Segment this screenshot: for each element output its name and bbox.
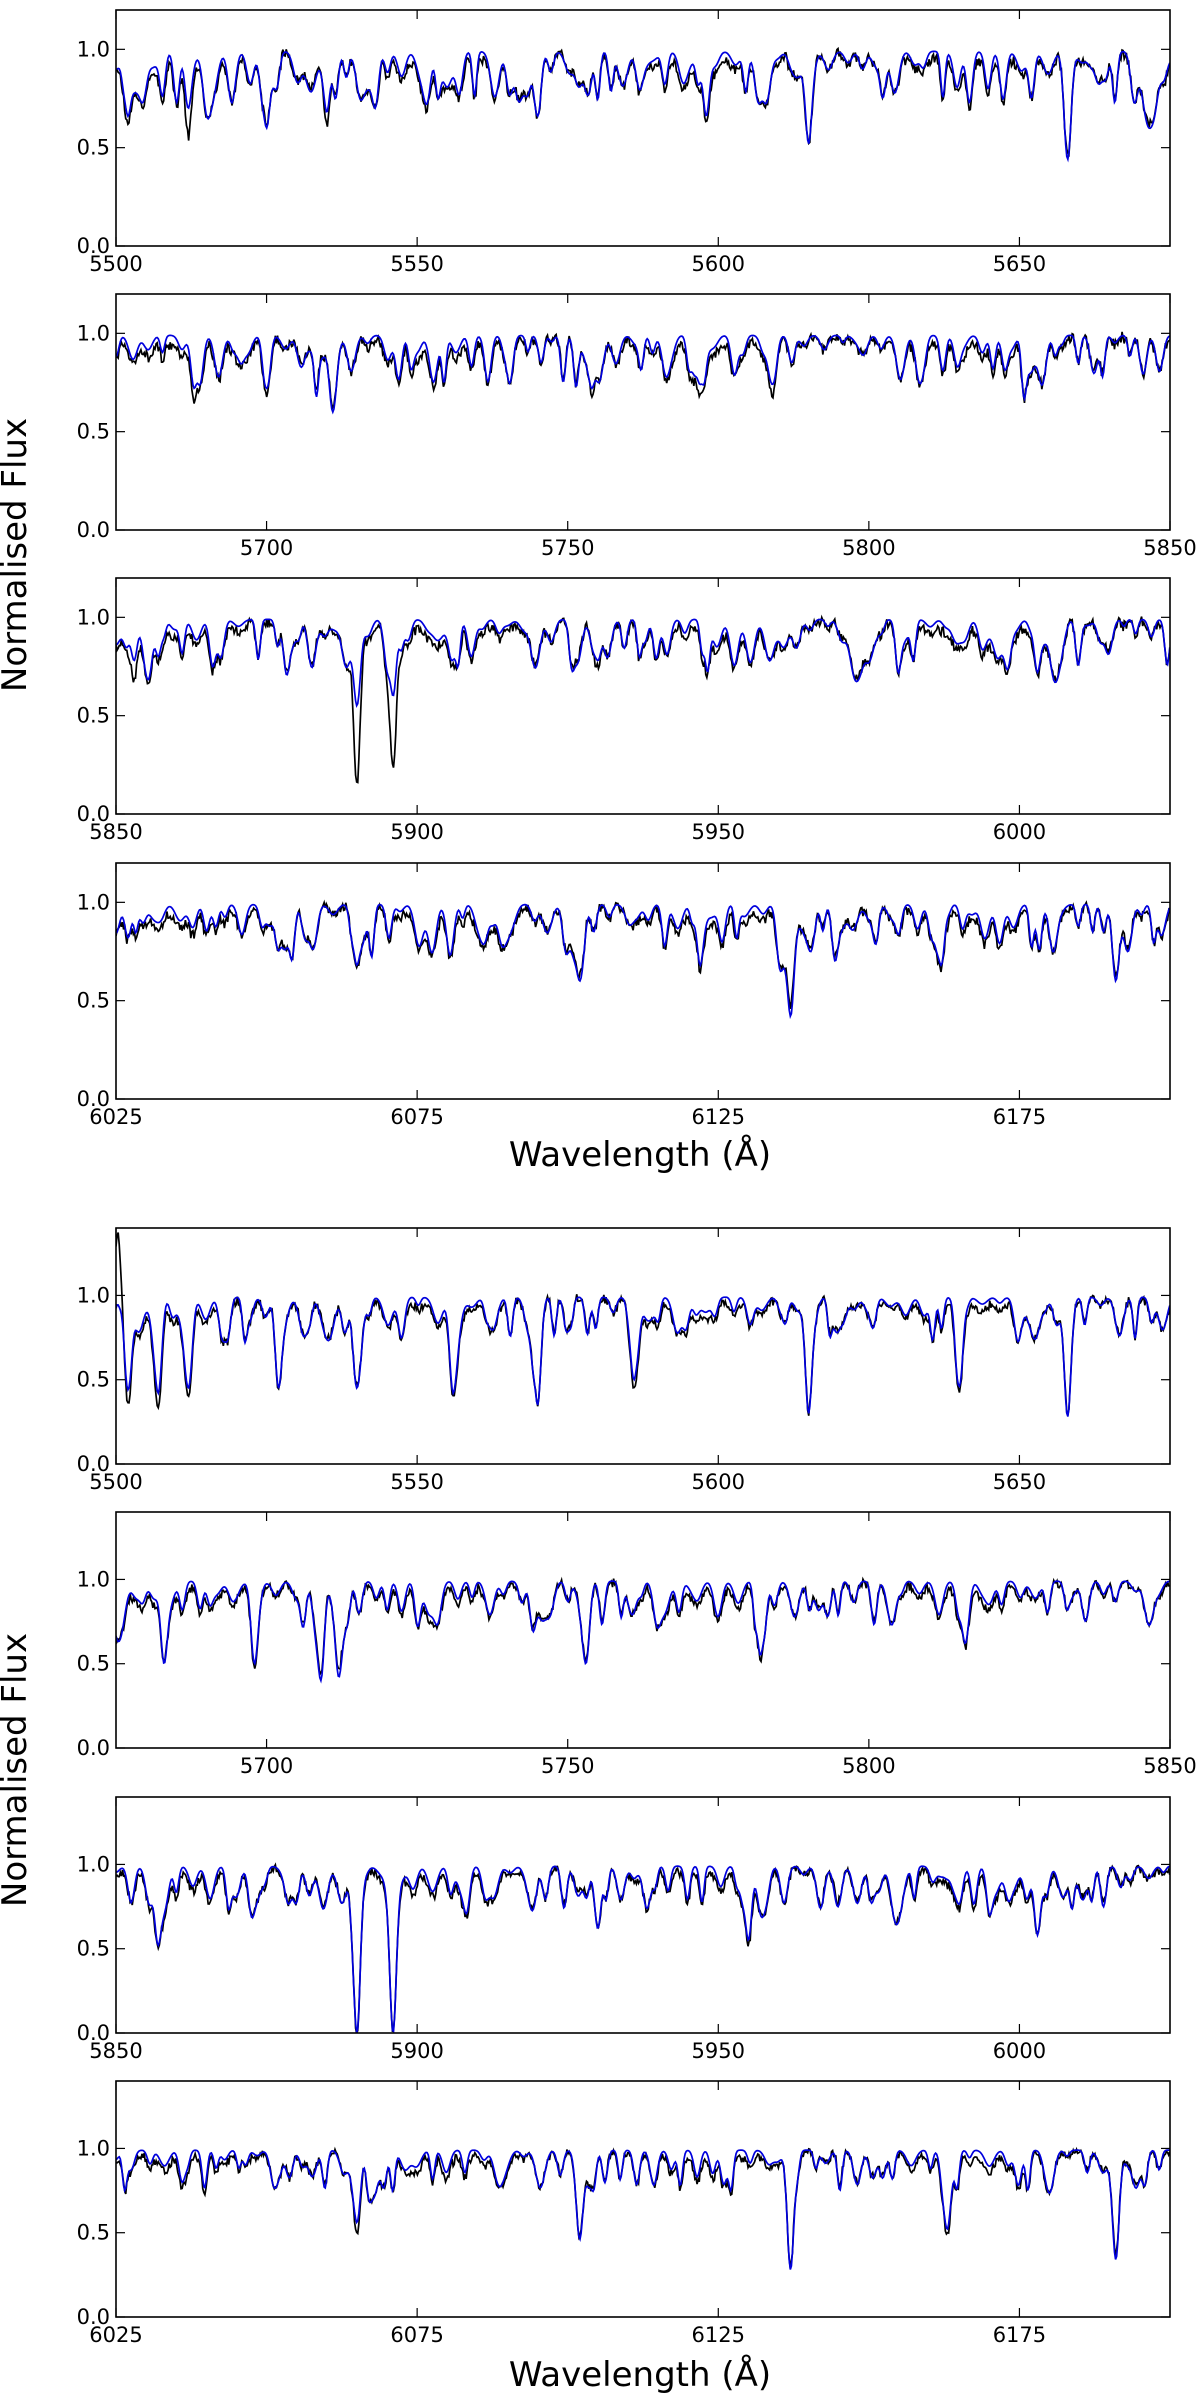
x-tick-label: 5900 — [390, 2039, 443, 2063]
panel-frame — [115, 293, 1171, 531]
y-tick-label: 0.5 — [77, 420, 110, 444]
panel-frame — [115, 9, 1171, 247]
x-tick-label: 5750 — [541, 536, 594, 560]
x-tick-label: 5850 — [1143, 1754, 1196, 1778]
panel-frame — [115, 1511, 1171, 1749]
model-spectrum-line — [116, 618, 1170, 709]
x-tick-label: 5950 — [692, 2039, 745, 2063]
y-tick-label: 1.0 — [77, 1283, 110, 1307]
spectrum-panel: 0.0 0.5 1.0 5700 5750 5800 5850 — [77, 1511, 1197, 1778]
y-tick-label: 0.5 — [77, 2221, 110, 2245]
y-tick-label: 0.0 — [77, 518, 110, 542]
spectrum-panel: 0.0 0.5 1.0 6025 6075 6125 6175 — [77, 862, 1171, 1129]
x-tick-label: 5800 — [842, 536, 895, 560]
spectrum-panel: 0.0 0.5 1.0 5500 5550 5600 5650 — [77, 9, 1171, 276]
spectrum-panel: 0.0 0.5 1.0 5850 5900 5950 6000 — [77, 1796, 1171, 2063]
y-tick-label: 0.5 — [77, 1652, 110, 1676]
x-tick-label: 6000 — [993, 820, 1046, 844]
model-spectrum-line — [116, 1580, 1170, 1684]
model-spectrum-line — [116, 2149, 1170, 2270]
x-axis-title: Wavelength (Å) — [509, 2354, 771, 2393]
y-tick-label: 0.5 — [77, 1937, 110, 1961]
model-spectrum-line — [116, 1865, 1170, 2033]
x-tick-label: 5650 — [993, 252, 1046, 276]
figure-group-2: 0.0 0.5 1.0 5500 5550 5600 5650 0.0 0.5 1.0 5700 57… — [0, 1227, 1197, 2393]
model-spectrum-line — [116, 334, 1170, 415]
x-tick-label: 5600 — [692, 252, 745, 276]
model-spectrum-line — [116, 903, 1170, 1020]
y-tick-label: 0.0 — [77, 1087, 110, 1111]
x-tick-label: 6000 — [993, 2039, 1046, 2063]
y-tick-label: 1.0 — [77, 2136, 110, 2160]
x-tick-label: 5500 — [89, 252, 142, 276]
model-spectrum-line — [116, 1296, 1170, 1417]
figure-group-1: 0.0 0.5 1.0 5500 5550 5600 5650 0.0 0.5 1.0 5700 57… — [0, 9, 1197, 1175]
x-tick-label: 6075 — [390, 2323, 443, 2347]
x-tick-label: 5800 — [842, 1754, 895, 1778]
x-tick-label: 6125 — [692, 2323, 745, 2347]
y-tick-label: 0.5 — [77, 704, 110, 728]
y-tick-label: 1.0 — [77, 1852, 110, 1876]
observed-spectrum-line — [116, 1576, 1170, 1678]
x-tick-label: 6075 — [390, 1105, 443, 1129]
y-tick-label: 0.0 — [77, 2021, 110, 2045]
x-tick-label: 5700 — [240, 1754, 293, 1778]
y-tick-label: 1.0 — [77, 321, 110, 345]
y-tick-label: 0.5 — [77, 1368, 110, 1392]
x-tick-label: 5600 — [692, 1470, 745, 1494]
spectrum-panel: 0.0 0.5 1.0 5500 5550 5600 5650 — [77, 1227, 1171, 1494]
x-tick-label: 6025 — [89, 1105, 142, 1129]
y-tick-label: 1.0 — [77, 605, 110, 629]
x-tick-label: 5550 — [390, 252, 443, 276]
panel-frame — [115, 2080, 1171, 2318]
x-tick-label: 5950 — [692, 820, 745, 844]
y-tick-label: 0.0 — [77, 802, 110, 826]
y-axis-title: Normalised Flux — [0, 418, 35, 692]
observed-spectrum-line — [116, 614, 1170, 784]
y-tick-label: 1.0 — [77, 890, 110, 914]
x-tick-label: 6175 — [993, 2323, 1046, 2347]
spectrum-panel: 0.0 0.5 1.0 6025 6075 6125 6175 — [77, 2080, 1171, 2347]
observed-spectrum-line — [116, 1232, 1170, 1417]
x-tick-label: 5550 — [390, 1470, 443, 1494]
spectrum-panel: 0.0 0.5 1.0 5700 5750 5800 5850 — [77, 293, 1197, 560]
y-tick-label: 1.0 — [77, 37, 110, 61]
panel-frame — [115, 1227, 1171, 1465]
panel-frame — [115, 862, 1171, 1100]
observed-spectrum-line — [116, 46, 1170, 158]
y-tick-label: 0.0 — [77, 1452, 110, 1476]
y-tick-label: 1.0 — [77, 1567, 110, 1591]
observed-spectrum-line — [116, 899, 1170, 1009]
panel-frame — [115, 1796, 1171, 2034]
y-tick-label: 0.0 — [77, 1736, 110, 1760]
x-tick-label: 5850 — [1143, 536, 1196, 560]
x-tick-label: 5650 — [993, 1470, 1046, 1494]
x-tick-label: 5900 — [390, 820, 443, 844]
observed-spectrum-line — [116, 2146, 1170, 2269]
y-tick-label: 0.0 — [77, 234, 110, 258]
y-tick-label: 0.5 — [77, 989, 110, 1013]
x-tick-label: 6175 — [993, 1105, 1046, 1129]
y-tick-label: 0.5 — [77, 136, 110, 160]
x-axis-title: Wavelength (Å) — [509, 1134, 771, 1175]
model-spectrum-line — [116, 50, 1170, 163]
x-tick-label: 5850 — [89, 2039, 142, 2063]
panel-frame — [115, 577, 1171, 815]
x-tick-label: 5750 — [541, 1754, 594, 1778]
x-tick-label: 5500 — [89, 1470, 142, 1494]
x-tick-label: 6125 — [692, 1105, 745, 1129]
y-axis-title: Normalised Flux — [0, 1633, 35, 1907]
x-tick-label: 5850 — [89, 820, 142, 844]
y-tick-label: 0.0 — [77, 2305, 110, 2329]
spectrum-panel: 0.0 0.5 1.0 5850 5900 5950 6000 — [77, 577, 1171, 844]
x-tick-label: 5700 — [240, 536, 293, 560]
x-tick-label: 6025 — [89, 2323, 142, 2347]
